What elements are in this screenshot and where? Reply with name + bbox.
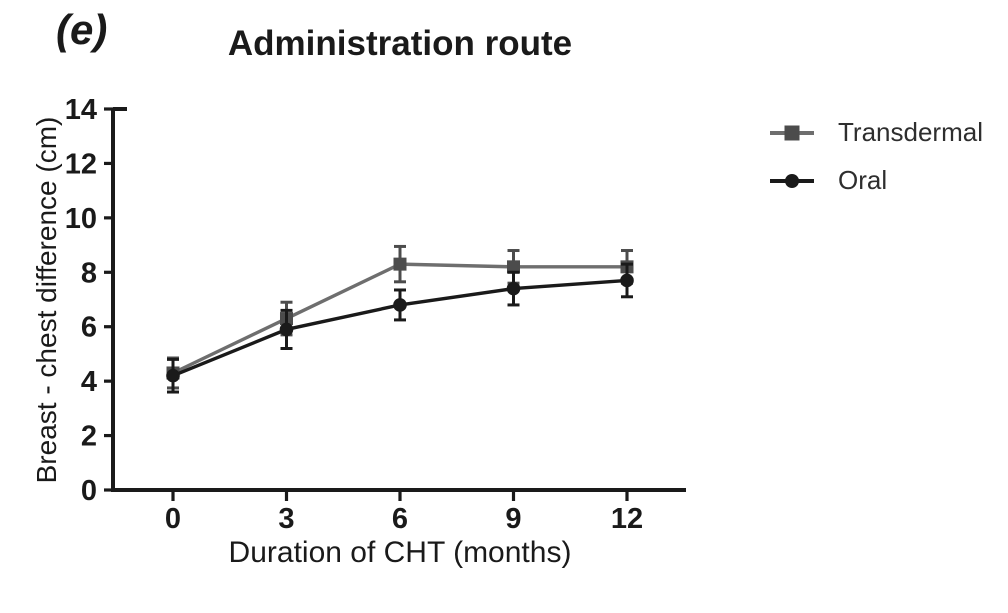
y-tick-label: 8 (81, 257, 97, 289)
data-point-transdermal (393, 257, 407, 271)
circle-marker-icon (785, 173, 799, 188)
y-tick-label: 12 (65, 148, 97, 180)
y-tick-label: 0 (81, 475, 97, 507)
x-tick-label: 12 (611, 503, 643, 535)
chart-title: Administration route (227, 24, 573, 63)
data-point-oral (279, 322, 294, 337)
y-tick-label: 4 (81, 366, 97, 398)
y-tick-label: 14 (65, 94, 97, 126)
legend-item-oral: Oral (770, 164, 983, 197)
data-point-oral (166, 368, 180, 383)
square-marker-icon (784, 125, 800, 140)
legend-label: Transdermal (838, 117, 983, 147)
y-tick-label: 6 (81, 312, 97, 344)
transdermal-line-sample (770, 125, 814, 140)
legend: Transdermal Oral (770, 116, 983, 197)
y-tick-label: 10 (65, 203, 97, 235)
data-point-oral (620, 273, 634, 288)
data-point-oral (393, 298, 407, 312)
x-tick-label: 6 (392, 503, 408, 535)
y-tick-label: 2 (81, 421, 97, 453)
x-tick-label: 0 (165, 503, 181, 535)
data-point-transdermal (506, 260, 520, 274)
data-point-oral (506, 281, 521, 296)
legend-label: Oral (838, 165, 888, 195)
x-axis-label: Duration of CHT (months) (228, 536, 572, 569)
x-tick-label: 3 (278, 503, 294, 535)
panel-label: (e) (56, 6, 108, 53)
oral-line-sample (770, 173, 814, 188)
legend-item-transdermal: Transdermal (770, 116, 983, 149)
x-tick-label: 9 (505, 503, 521, 535)
